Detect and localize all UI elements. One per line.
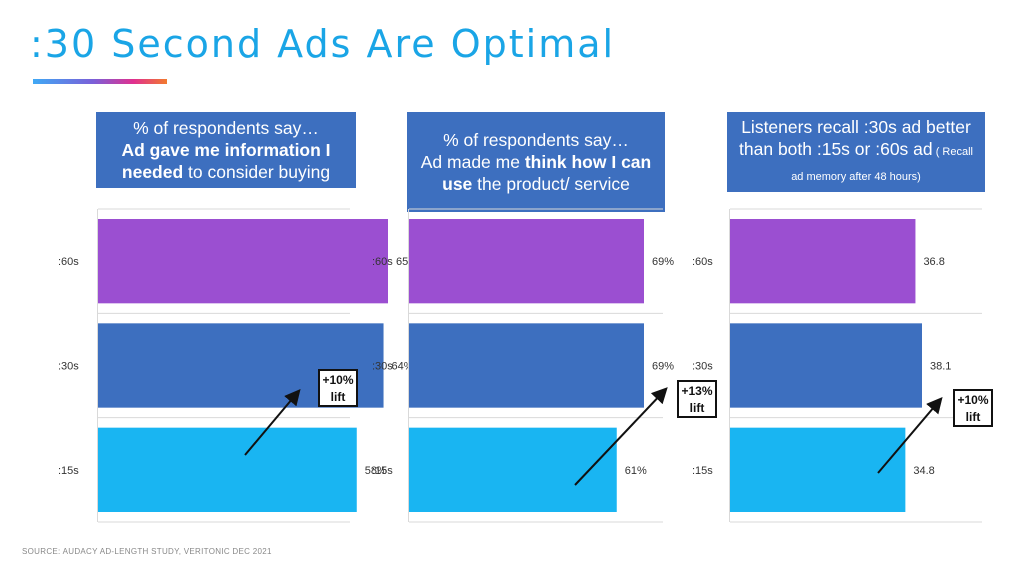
chart-2-value-label: 69% xyxy=(652,361,674,373)
chart-2-bar-60s xyxy=(409,219,644,304)
chart-3-category-label: :15s xyxy=(692,465,713,477)
chart-3-bar-15s xyxy=(730,427,906,512)
chart-2-value-label: 69% xyxy=(652,256,674,268)
panel-1-header-line1: % of respondents say… xyxy=(133,118,319,138)
lift-arrow-3 xyxy=(877,396,943,474)
lift-badge-1-label: lift xyxy=(330,390,346,404)
lift-badge-3-label: lift xyxy=(965,410,981,424)
chart-3-value-label: 34.8 xyxy=(913,465,934,477)
lift-badge-1-value: +10% xyxy=(322,373,354,387)
lift-badge-3: +10% lift xyxy=(953,389,993,427)
panel-3-header: Listeners recall :30s ad better than bot… xyxy=(727,112,985,192)
panel-2-header-line1: % of respondents say… xyxy=(443,130,629,150)
panel-2-header: % of respondents say… Ad made me think h… xyxy=(407,112,665,212)
lift-badge-1: +10% lift xyxy=(318,369,358,407)
panel-1-header: % of respondents say… Ad gave me informa… xyxy=(96,112,356,188)
panel-1-header-rest: to consider buying xyxy=(183,162,331,182)
lift-badge-2-label: lift xyxy=(689,401,705,415)
panel-2-header-bold: think how I can use xyxy=(442,152,652,194)
source-note: SOURCE: AUDACY AD-LENGTH STUDY, VERITONI… xyxy=(22,547,272,556)
chart-3-category-label: :60s xyxy=(692,256,713,268)
panel-3-header-text: Listeners recall :30s ad better than bot… xyxy=(739,117,971,159)
panel-2-header-rest: the product/ service xyxy=(472,174,630,194)
chart-3-value-label: 38.1 xyxy=(930,361,951,373)
chart-1-bar-15s xyxy=(98,427,357,512)
chart-3-value-label: 36.8 xyxy=(923,256,944,268)
chart-3-category-label: :30s xyxy=(692,361,713,373)
chart-2-value-label: 61% xyxy=(625,465,647,477)
lift-arrow-2 xyxy=(574,387,668,486)
page-title: :30 Second Ads Are Optimal xyxy=(30,22,616,66)
chart-2-bar-30s xyxy=(409,323,644,408)
title-underline xyxy=(33,79,167,84)
panel-2-header-pre: Ad made me xyxy=(420,152,525,172)
lift-arrow-1 xyxy=(244,388,301,456)
lift-badge-3-value: +10% xyxy=(957,393,989,407)
lift-badge-2: +13% lift xyxy=(677,380,717,418)
chart-3-bar-30s xyxy=(730,323,922,408)
chart-1-category-label: :60s xyxy=(58,256,79,268)
chart-2-bar-15s xyxy=(409,427,617,512)
chart-1-category-label: :30s xyxy=(58,361,79,373)
chart-3-bar-60s xyxy=(730,219,916,304)
panel-1-header-bold: Ad gave me information I needed xyxy=(121,140,331,182)
chart-2-category-label: :30s xyxy=(372,361,393,373)
lift-badge-2-value: +13% xyxy=(681,384,713,398)
chart-1-category-label: :15s xyxy=(58,465,79,477)
chart-2-category-label: :60s xyxy=(372,256,393,268)
panel-3-header-note: ( Recall ad memory after 48 hours) xyxy=(791,146,973,183)
chart-2-category-label: :15s xyxy=(372,465,393,477)
chart-1-bar-60s xyxy=(98,219,388,304)
chart-1-value-label: 58% xyxy=(365,465,387,477)
